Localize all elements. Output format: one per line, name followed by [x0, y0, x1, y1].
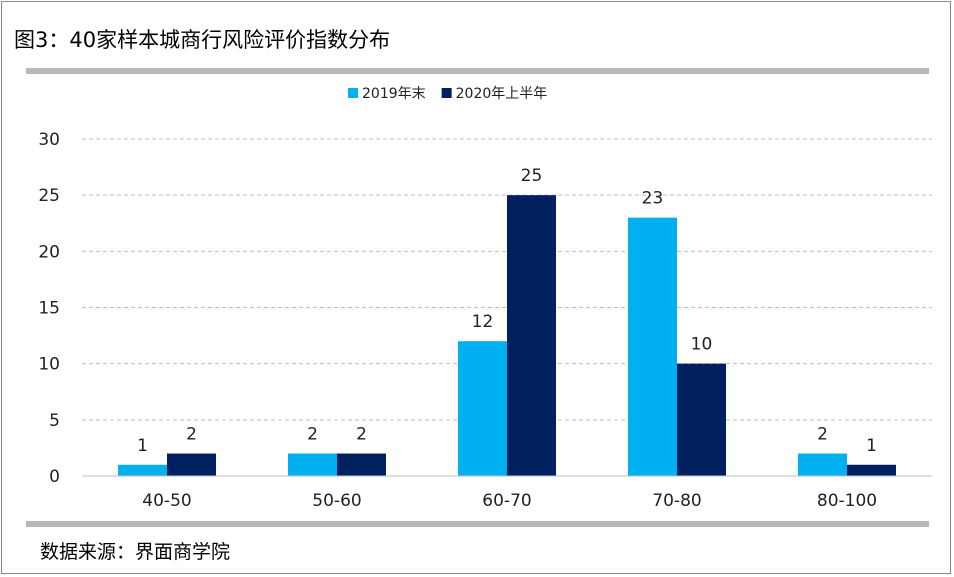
y-tick-label: 5: [49, 411, 60, 431]
legend-swatch: [348, 88, 358, 98]
data-label: 25: [521, 166, 543, 186]
top-divider: [26, 68, 929, 74]
data-label: 10: [691, 335, 713, 355]
bar-series2: [847, 464, 896, 476]
data-label: 2: [817, 425, 828, 445]
data-label: 1: [137, 436, 148, 456]
chart-title: 图3：40家样本城商行风险评价指数分布: [14, 28, 391, 52]
bars: [118, 195, 896, 476]
bar-series2: [337, 453, 386, 476]
y-tick-label: 15: [38, 299, 60, 319]
data-label: 2: [356, 425, 367, 445]
data-label: 12: [472, 312, 494, 332]
x-tick-label: 40-50: [142, 491, 191, 511]
legend: 2019年末 2020年上半年: [348, 86, 547, 102]
bar-series1: [288, 453, 337, 476]
y-tick-label: 30: [38, 130, 60, 150]
bar-series2: [507, 195, 556, 476]
x-tick-label: 50-60: [312, 491, 361, 511]
y-tick-label: 10: [38, 355, 60, 375]
bar-series1: [118, 464, 167, 476]
y-axis: 0 5 10 15 20 25 30: [38, 130, 60, 487]
data-label: 2: [186, 425, 197, 445]
y-tick-label: 20: [38, 242, 60, 262]
x-tick-label: 70-80: [652, 491, 701, 511]
x-tick-label: 80-100: [817, 491, 877, 511]
data-label: 23: [642, 189, 664, 209]
bar-series1: [458, 341, 507, 476]
legend-label: 2020年上半年: [456, 86, 548, 102]
bar-series2: [167, 453, 216, 476]
legend-swatch: [441, 88, 452, 98]
bar-series1: [798, 453, 847, 476]
bar-series2: [677, 363, 726, 476]
x-tick-label: 60-70: [482, 491, 531, 511]
data-label: 2: [307, 425, 318, 445]
bar-series1: [628, 217, 677, 476]
x-axis: 40-50 50-60 60-70 70-80 80-100: [82, 475, 932, 511]
gridlines: [82, 138, 932, 421]
source-note: 数据来源：界面商学院: [40, 541, 231, 563]
y-tick-label: 25: [38, 186, 60, 206]
y-tick-label: 0: [49, 467, 60, 487]
bottom-divider: [26, 521, 929, 527]
data-label: 1: [866, 436, 877, 456]
legend-label: 2019年末: [362, 86, 426, 102]
